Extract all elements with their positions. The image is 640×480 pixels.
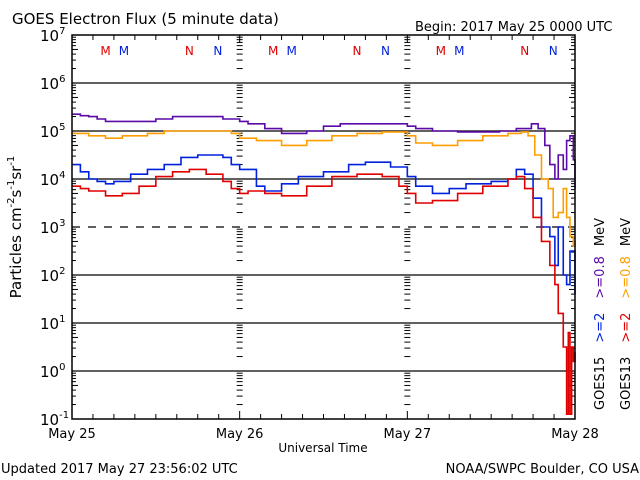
y-label-part-3: -1: [6, 180, 17, 190]
legend-item-goes13-08mev: >=0.8: [619, 256, 634, 298]
x-tick-label: May 28: [551, 427, 599, 442]
y-tick-label: 106: [40, 74, 65, 93]
data-series: [72, 113, 576, 416]
chart-subtitle: Begin: 2017 May 25 0000 UTC: [415, 20, 612, 35]
marker-m: M: [286, 44, 296, 58]
y-tick-exponent: 5: [59, 122, 65, 133]
series-line-2: [72, 154, 576, 295]
y-tick-exponent: 2: [59, 266, 65, 277]
y-tick-exponent: 6: [59, 74, 65, 85]
y-tick-base: 10: [40, 219, 59, 237]
series-line-0: [72, 113, 576, 189]
y-tick-base: 10: [40, 267, 59, 285]
legend-group-goes15: GOES15: [593, 357, 608, 410]
y-tick-label: 10-1: [40, 410, 69, 429]
plot-frame: [71, 34, 576, 420]
y-label-part-0: Particles cm: [7, 207, 25, 298]
y-axis-label: Particles cm-2s-1sr-1: [6, 156, 25, 299]
y-tick-label: 103: [40, 218, 65, 237]
y-tick-base: 10: [40, 123, 59, 141]
y-tick-exponent: 3: [59, 218, 65, 229]
y-tick-label: 107: [40, 26, 65, 45]
y-label-part-4: sr: [7, 165, 25, 180]
chart-title: GOES Electron Flux (5 minute data): [12, 10, 279, 28]
y-tick-base: 10: [40, 75, 59, 93]
x-tick-label: May 27: [384, 427, 432, 442]
y-tick-exponent: 0: [59, 362, 65, 373]
marker-n: N: [381, 44, 390, 58]
y-tick-exponent: 7: [59, 26, 65, 37]
y-label-part-5: -1: [6, 156, 17, 166]
legend-item-goes15-2mev: >=2: [593, 313, 608, 343]
y-tick-exponent: 4: [59, 170, 65, 181]
credit-text: NOAA/SWPC Boulder, CO USA: [446, 462, 639, 477]
legend-group-goes13: GOES13: [619, 357, 634, 410]
updated-timestamp: Updated 2017 May 27 23:56:02 UTC: [1, 462, 238, 477]
series-line-3: [72, 168, 576, 416]
axis-ticks: [71, 35, 576, 419]
marker-n: N: [353, 44, 362, 58]
x-tick-label: May 26: [216, 427, 264, 442]
legend-unit-goes13: MeV: [619, 218, 634, 246]
legend-item-goes15-08mev: >=0.8: [593, 256, 608, 298]
marker-m: M: [454, 44, 464, 58]
y-tick-base: 10: [40, 171, 59, 189]
y-tick-label: 105: [40, 122, 65, 141]
x-axis-label: Universal Time: [278, 441, 367, 455]
marker-n: N: [185, 44, 194, 58]
y-label-part-2: s: [7, 189, 25, 197]
x-tick-labels: May 25 May 26 May 27 May 28: [48, 427, 599, 442]
y-label-part-1: -2: [6, 197, 17, 207]
marker-m: M: [119, 44, 129, 58]
y-tick-label: 102: [40, 266, 65, 285]
y-tick-label: 104: [40, 170, 65, 189]
y-tick-exponent: 1: [59, 314, 65, 325]
series-line-1: [72, 130, 576, 247]
legend-row-goes15: GOES15 >=2 >=0.8 MeV: [593, 218, 608, 410]
marker-n: N: [213, 44, 222, 58]
y-tick-base: 10: [40, 363, 59, 381]
legend-row-goes13: GOES13 >=2 >=0.8 MeV: [619, 218, 634, 410]
marker-m: M: [268, 44, 278, 58]
y-tick-base: 10: [40, 315, 59, 333]
marker-n: N: [549, 44, 558, 58]
x-tick-label: May 25: [48, 427, 96, 442]
y-tick-label: 100: [40, 362, 65, 381]
y-tick-label: 101: [40, 314, 65, 333]
y-tick-base: 10: [40, 27, 59, 45]
legend-item-goes13-2mev: >=2: [619, 313, 634, 343]
marker-m: M: [100, 44, 110, 58]
y-tick-base: 10: [40, 411, 59, 429]
y-tick-exponent: -1: [59, 410, 69, 421]
marker-m: M: [436, 44, 446, 58]
legend: GOES15 >=2 >=0.8 MeV GOES13 >=2 >=0.8 MeV: [593, 218, 634, 410]
marker-n: N: [520, 44, 529, 58]
legend-unit-goes15: MeV: [593, 218, 608, 246]
